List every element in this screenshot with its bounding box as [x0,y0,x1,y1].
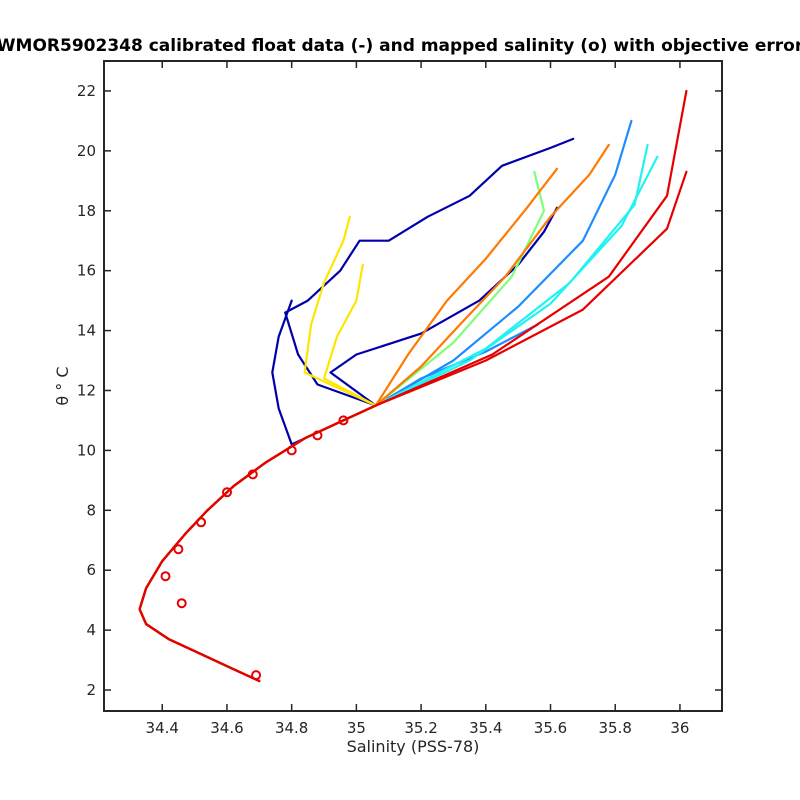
y-tick-label: 18 [77,202,96,220]
y-tick-label: 4 [86,621,96,639]
y-tick-label: 12 [77,381,96,399]
mapped-salinity-marker-7 [247,469,258,480]
mapped-salinity-marker-9 [312,430,323,441]
chart-title: WMOR5902348 calibrated float data (-) an… [0,36,800,56]
y-tick-label: 20 [77,142,96,160]
mapped-salinity-marker-5 [196,517,207,528]
mapped-salinity-marker-2 [176,598,187,609]
marker-layer [160,415,349,681]
y-tick-label: 6 [86,561,96,579]
y-axis-label: θ ° C [53,366,72,405]
x-tick-label: 34.8 [275,719,308,737]
x-tick-label: 34.4 [146,719,179,737]
y-tick-label: 22 [77,82,96,100]
x-tick-label: 34.6 [210,719,243,737]
x-tick-label: 35.6 [534,719,567,737]
y-tick-label: 2 [86,681,96,699]
mapped-salinity-marker-4 [173,544,184,555]
profile-line-14 [138,89,688,683]
x-tick-label: 36 [670,719,689,737]
mapped-salinity-marker-6 [222,487,232,498]
tick-layer: 34.4 34.6 34.8 35 35.2 35.4 35.6 35.8 36 2 4 6 8 10 12… [77,61,722,737]
y-tick-label: 8 [86,501,96,519]
x-tick-label: 35 [347,719,366,737]
x-axis-label: Salinity (PSS-78) [347,737,480,756]
x-tick-label: 35.8 [599,719,632,737]
y-tick-label: 10 [77,441,96,459]
axes-box [103,60,723,712]
x-tick-label: 35.4 [469,719,502,737]
mapped-salinity-marker-3 [160,571,171,582]
mapped-salinity-marker-10 [338,415,349,426]
mapped-salinity-marker-8 [286,445,297,456]
y-tick-label: 16 [77,262,96,280]
x-tick-label: 35.2 [404,719,437,737]
y-tick-label: 14 [77,322,96,340]
mapped-salinity-marker-1 [251,670,262,681]
